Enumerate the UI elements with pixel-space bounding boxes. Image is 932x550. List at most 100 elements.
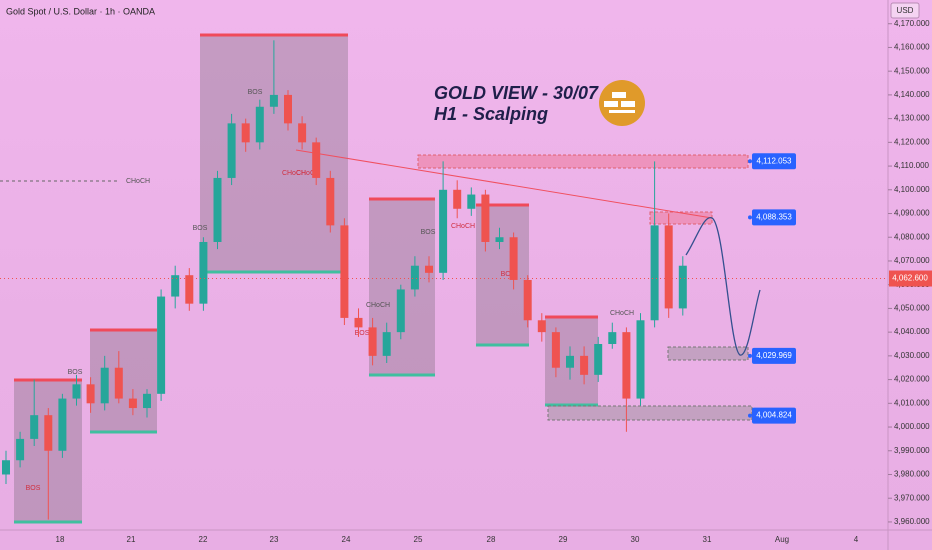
level-box [752,153,796,170]
candle-body [594,344,603,375]
candle-body [157,296,166,394]
annotation: CHoCH [126,178,150,185]
candle-body [396,289,405,333]
x-tick-label: 28 [487,535,496,544]
candle-body [622,332,631,399]
y-tick-label: 4,130.000 [894,114,930,123]
candle-body [467,194,476,209]
level-box [752,407,796,424]
currency: USD [897,6,914,15]
level-point [748,215,752,220]
y-tick-label: 4,150.000 [894,66,930,75]
annotation: CHoCH [451,223,475,230]
candle-body [410,265,419,290]
level-label: 4,088.353 [756,213,792,222]
candle-body [72,384,81,399]
candle-body [453,189,462,209]
level-label: 4,029.969 [756,351,792,360]
range-box [369,199,435,375]
y-tick-label: 4,080.000 [894,232,930,241]
y-tick-label: 4,020.000 [894,375,930,384]
subheadline: H1 - Scalping [434,104,548,124]
headline: GOLD VIEW - 30/07 [434,83,599,103]
candle-body [255,106,264,143]
candle-body [269,94,278,107]
candle-body [143,393,151,409]
candle-body [551,332,560,368]
y-tick-label: 4,000.000 [894,422,930,431]
y-tick-label: 4,170.000 [894,19,930,28]
annotation: CHoCH [366,302,390,309]
candle-body [199,241,208,304]
annotation: BOS [68,369,83,376]
candle-body [30,415,39,439]
annotation: BOS [193,225,208,232]
y-tick-label: 4,110.000 [894,161,930,170]
candle-body [439,189,448,273]
x-tick-label: 22 [199,535,208,544]
x-tick-label: 25 [414,535,423,544]
level-box [752,347,796,364]
candle-body [636,320,645,399]
candle-body [86,384,95,404]
level-label: 4,112.053 [757,156,793,165]
annotation: BOS [355,330,370,337]
candle-body [354,317,363,328]
candle-body [425,265,433,273]
annotation: CHoCH [282,170,306,177]
candle-body [44,415,53,451]
x-tick-label: 21 [127,535,136,544]
candle-body [100,367,109,404]
candle-body [481,194,490,242]
demand-zone [667,346,749,361]
currency-box[interactable] [890,2,920,19]
y-tick-label: 3,990.000 [894,446,930,455]
projection [685,217,761,356]
candle-body [340,225,349,318]
candle-body [284,94,292,124]
last-price-box [889,270,932,287]
chart-title: Gold Spot / U.S. Dollar · 1h · OANDA [6,6,155,16]
y-tick-label: 4,010.000 [894,398,930,407]
candle-body [382,332,391,356]
candle-body [213,177,222,242]
level-label: 4,004.824 [756,411,792,420]
candle-body [566,355,574,368]
x-tick-label: 18 [56,535,65,544]
candle-body [16,438,25,461]
candle-body [58,398,67,451]
candle-body [664,225,673,309]
y-tick-label: 4,040.000 [894,327,930,336]
annotation: BOS [421,229,436,236]
candle-body [241,123,250,143]
candle-body [114,367,123,399]
trend-line [295,149,713,219]
y-tick-label: 4,160.000 [894,43,930,52]
annotation: CHoCH [296,170,320,177]
candle-body [608,332,617,345]
candle-body [650,225,659,321]
level-point [748,413,752,418]
gold-icon [599,80,645,126]
candle-body [495,237,504,242]
candle-body [580,355,589,375]
annotation: BOS [501,271,516,278]
y-tick-label: 3,980.000 [894,470,930,479]
candle-body [2,460,10,475]
last-price-label: 4,062.600 [892,274,928,283]
supply-zone [417,154,749,169]
x-tick-label: 31 [703,535,712,544]
candle-body [509,237,518,280]
annotation: CHoCH [610,310,634,317]
level-point [748,159,752,164]
candle-body [368,327,377,356]
y-tick-label: 3,970.000 [894,493,930,502]
y-tick-label: 4,140.000 [894,90,930,99]
x-tick-label: 29 [559,535,568,544]
supply-zone [649,211,713,225]
candle-body [537,320,546,333]
y-tick-label: 4,120.000 [894,137,930,146]
annotation: BOS [26,485,41,492]
level-point [748,353,752,358]
candle-body [523,279,532,321]
